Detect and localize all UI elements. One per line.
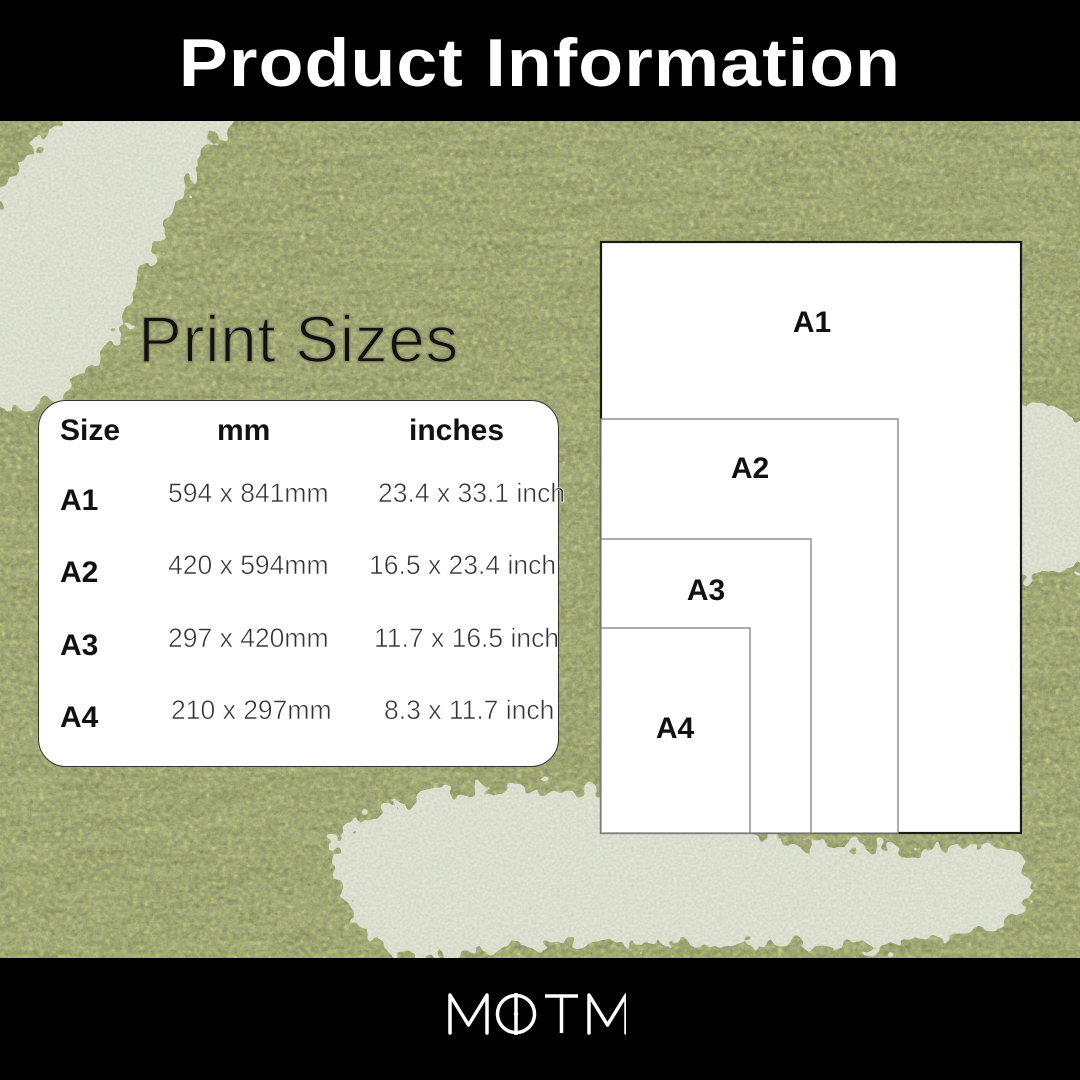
svg-text:594 x 841mm: 594 x 841mm <box>168 478 329 508</box>
svg-text:210 x 297mm: 210 x 297mm <box>171 695 332 725</box>
svg-text:297 x 420mm: 297 x 420mm <box>168 623 329 653</box>
svg-text:16.5 x 23.4 inch: 16.5 x 23.4 inch <box>369 550 556 580</box>
svg-text:11.7 x 16.5 inch: 11.7 x 16.5 inch <box>374 623 559 653</box>
svg-text:23.4 x 33.1 inch: 23.4 x 33.1 inch <box>378 478 565 508</box>
svg-text:420 x 594mm: 420 x 594mm <box>168 550 329 580</box>
svg-text:8.3 x 11.7 inch: 8.3 x 11.7 inch <box>384 695 554 725</box>
